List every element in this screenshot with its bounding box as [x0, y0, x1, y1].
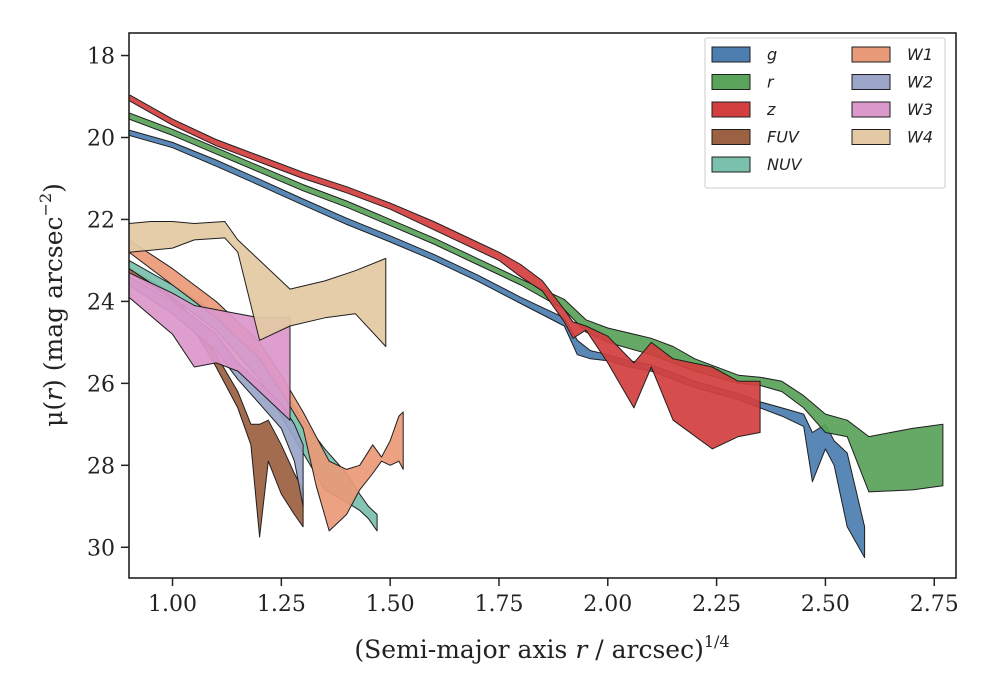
- legend: grz FUV NUV W1 W2 W3 W4: [704, 37, 946, 189]
- y-axis-label: μ(r) (mag arcsec−2): [36, 183, 68, 427]
- plot-frame: [128, 32, 957, 579]
- series-band-w4: [129, 221, 387, 347]
- x-tick-label: 1.50: [366, 592, 415, 617]
- x-tick-label: 2.50: [801, 592, 850, 617]
- legend-label-g: g: [767, 45, 777, 64]
- legend-label-fuv: FUV: [767, 128, 800, 147]
- x-tick-label: 2.25: [692, 592, 741, 617]
- legend-label-z: z: [766, 100, 776, 119]
- y-tick-label: 26: [87, 372, 115, 397]
- legend-label-w3: W3: [907, 100, 933, 119]
- series-band-g: [129, 129, 866, 558]
- legend-swatch-g: [711, 46, 751, 63]
- legend-swatch-r: [711, 74, 751, 90]
- x-axis: 1.00 1.25 1.50 1.75 2.00 2.25 2.50 2.75: [148, 578, 959, 617]
- legend-swatch-fuv: [711, 129, 751, 145]
- series-layer: [129, 94, 944, 558]
- series-band-w3: [129, 272, 291, 421]
- x-tick-label: 2.00: [583, 592, 632, 617]
- series-band-r: [129, 112, 944, 493]
- y-tick-label: 28: [87, 454, 115, 479]
- legend-label-w1: W1: [907, 45, 933, 64]
- legend-swatch-nuv: [711, 156, 751, 173]
- y-tick-label: 24: [87, 290, 115, 315]
- legend-label-w4: W4: [907, 128, 933, 147]
- legend-label-w2: W2: [907, 73, 933, 92]
- x-tick-label: 1.75: [474, 592, 523, 617]
- x-tick-label: 1.00: [148, 592, 197, 617]
- x-axis-label: (Semi-major axis r / arcsec)1/4: [354, 632, 729, 664]
- y-tick-label: 20: [87, 126, 115, 151]
- y-tick-label: 18: [87, 45, 115, 70]
- x-tick-label: 2.75: [910, 592, 959, 617]
- legend-swatch-w2: [851, 74, 891, 90]
- series-band-z: [129, 94, 761, 450]
- legend-label-r: r: [767, 73, 775, 92]
- legend-swatch-w1: [851, 46, 891, 63]
- y-tick-label: 30: [87, 536, 115, 561]
- legend-swatch-w4: [851, 129, 891, 145]
- y-tick-label: 22: [87, 208, 115, 233]
- legend-swatch-w3: [851, 101, 891, 118]
- y-axis: 18 20 22 24 26 28 30: [87, 45, 129, 561]
- legend-swatch-z: [711, 101, 751, 118]
- x-tick-label: 1.25: [257, 592, 306, 617]
- legend-label-nuv: NUV: [767, 155, 803, 174]
